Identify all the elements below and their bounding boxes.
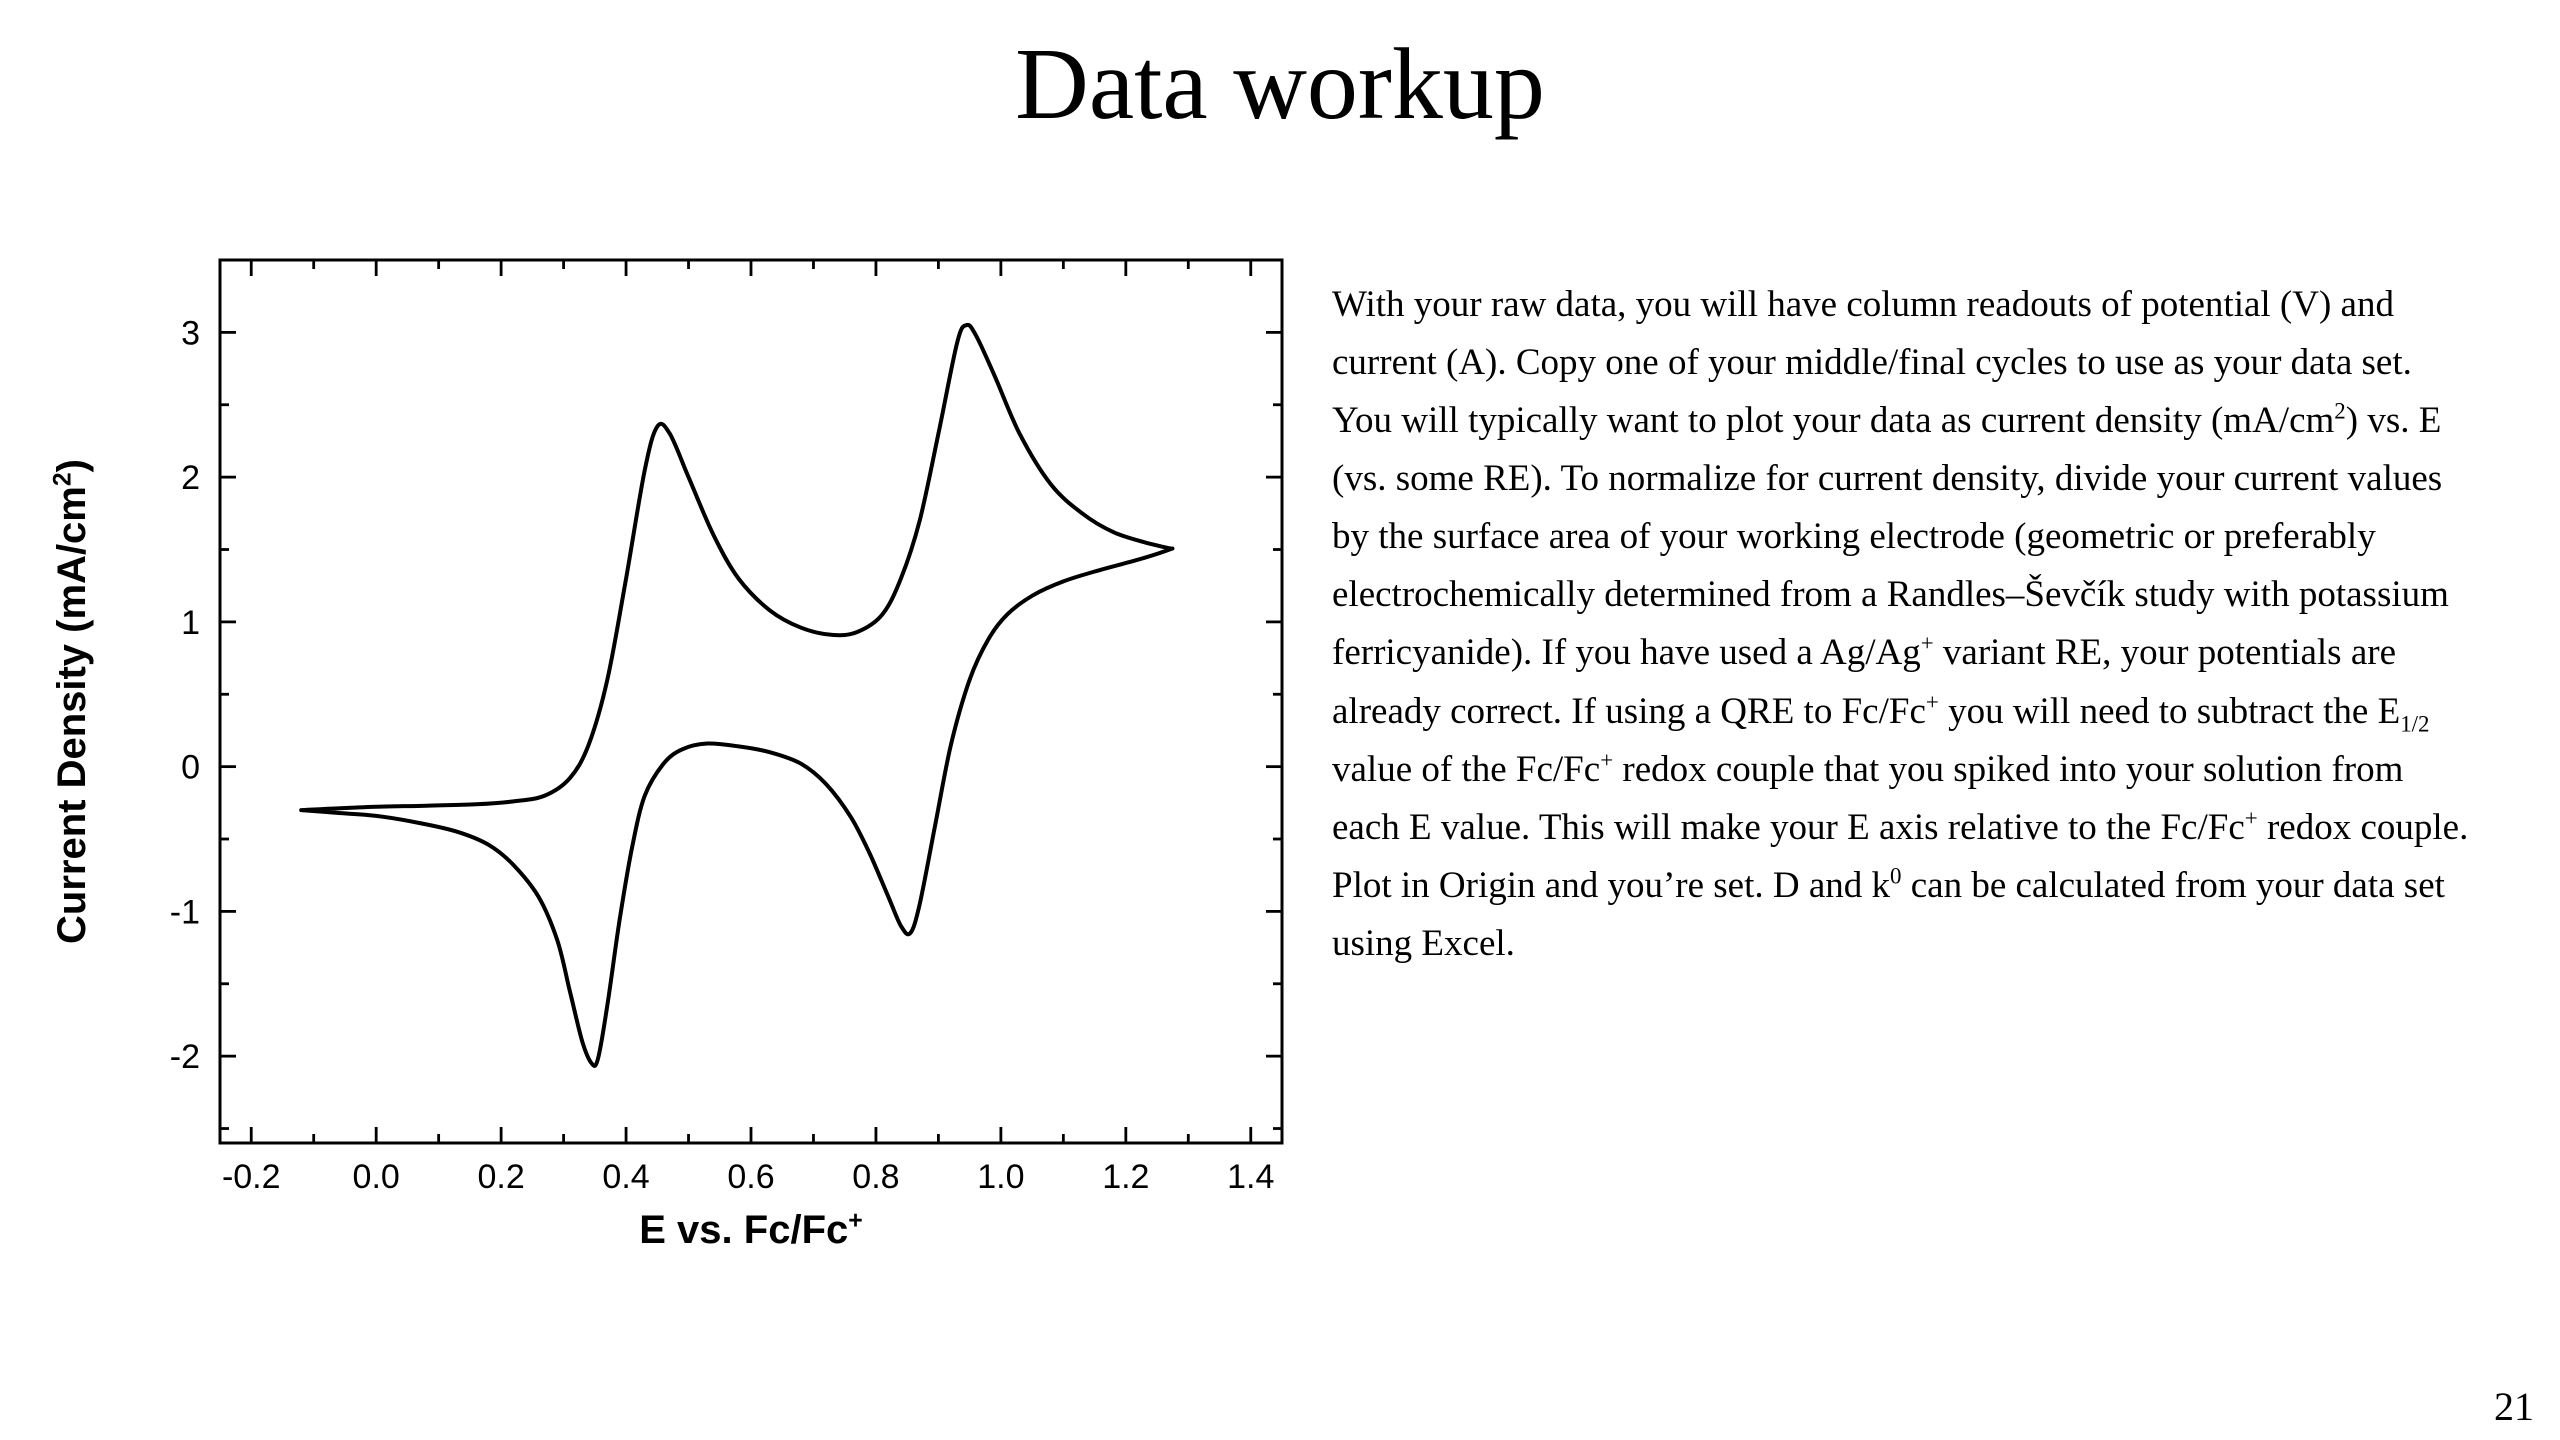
text-run: E vs. Fc/Fc: [639, 1208, 849, 1252]
text-run: redox couple that you spiked into your s…: [1332, 748, 2404, 848]
x-tick-label: 0.2: [477, 1158, 524, 1196]
text-run: can be calculated from your data set usi…: [1332, 864, 2445, 964]
text-run: redox couple. Plot in Origin and you’re …: [1332, 806, 2469, 906]
text-run: With your raw data, you will have column…: [1332, 284, 2412, 442]
page-number: 21: [2494, 1384, 2534, 1429]
text-run: ): [49, 459, 94, 473]
y-tick-label: 0: [181, 749, 200, 787]
text-run: +: [2244, 805, 2258, 831]
text-run: +: [848, 1207, 863, 1235]
cv-plot: -0.2 0.0 0.2 0.4 0.6 0.8 1.0 1.2 1.4 -2 -1 0 1 2 3: [170, 258, 1284, 1196]
text-run: Current Density (mA/cm: [49, 486, 94, 944]
y-tick-label: 2: [181, 459, 200, 497]
text-run: +: [1925, 689, 1939, 715]
y-tick-label: 3: [181, 314, 200, 352]
text-run: you will need to subtract the E: [1938, 690, 2401, 732]
body-paragraph: With your raw data, you will have column…: [1332, 276, 2477, 973]
y-tick-label: -1: [170, 893, 200, 931]
slide-title: Data workup: [1015, 28, 1545, 141]
x-tick-label: 0.6: [727, 1158, 774, 1196]
text-run: +: [1600, 747, 1614, 773]
x-tick-label: 0.8: [852, 1158, 899, 1196]
x-tick-label: 1.0: [977, 1158, 1024, 1196]
y-tick-label: 1: [181, 604, 200, 642]
text-run: value of the Fc/Fc: [1332, 748, 1601, 790]
text-run: 2: [2334, 398, 2346, 424]
plot-frame: [218, 258, 1284, 1145]
text-run: 1/2: [2400, 710, 2430, 736]
x-axis-label: E vs. Fc/Fc+: [220, 1208, 1282, 1253]
x-tick-label: 0.4: [602, 1158, 649, 1196]
text-run: 0: [1890, 863, 1902, 889]
text-run: variant RE, your potentials are already …: [1332, 632, 2396, 732]
y-tick-label: -2: [170, 1038, 200, 1076]
text-run: ) vs. E (vs. some RE). To normalize for …: [1332, 400, 2449, 674]
x-tick-label: 1.4: [1227, 1158, 1274, 1196]
text-run: +: [1920, 631, 1934, 657]
cv-curve: [299, 322, 1175, 1068]
x-tick-label: -0.2: [222, 1158, 281, 1196]
text-run: 2: [49, 472, 77, 487]
y-axis-label: Current Density (mA/cm2): [49, 459, 95, 944]
x-tick-label: 1.2: [1102, 1158, 1149, 1196]
x-tick-label: 0.0: [353, 1158, 400, 1196]
